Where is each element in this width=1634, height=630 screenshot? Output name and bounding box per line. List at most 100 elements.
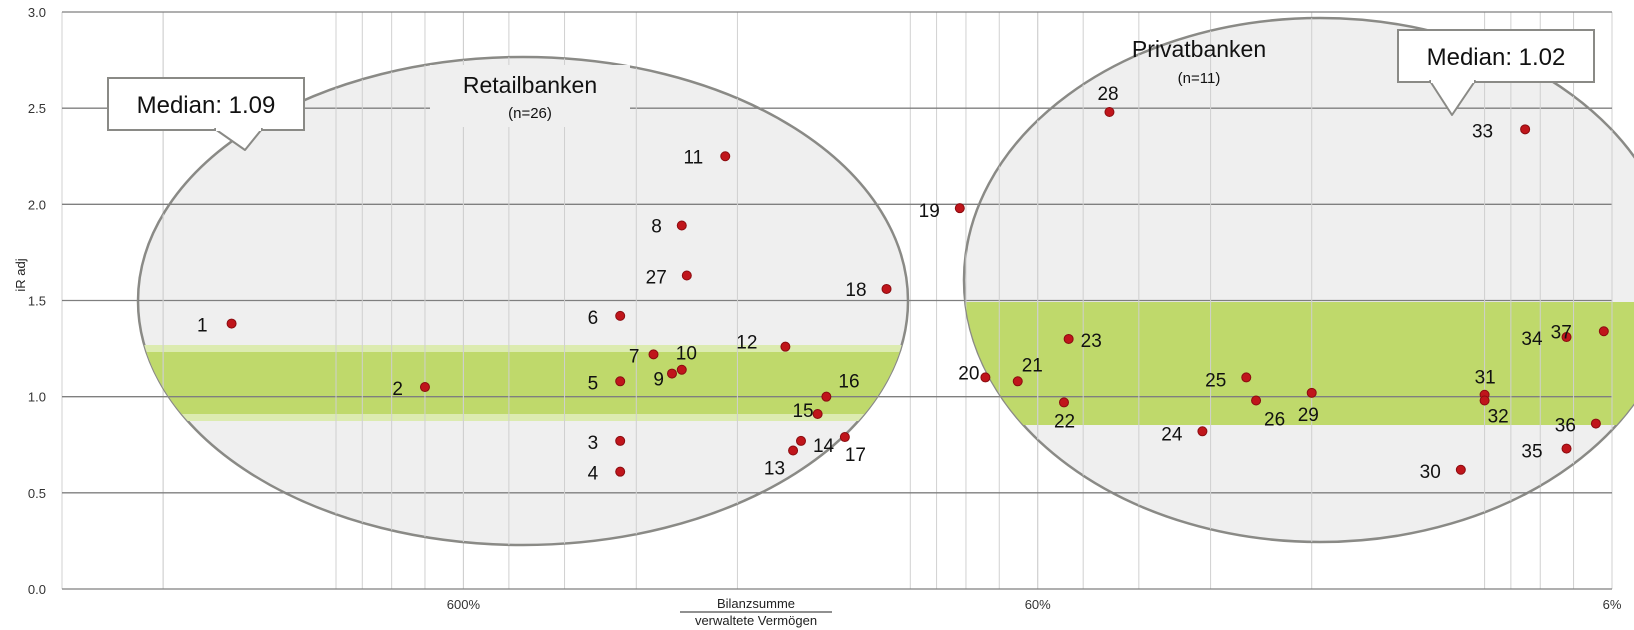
data-point xyxy=(615,435,626,446)
data-point xyxy=(1063,333,1074,344)
data-point-label: 5 xyxy=(588,373,599,394)
data-point-label: 19 xyxy=(919,201,940,222)
data-point xyxy=(1520,124,1531,135)
privatbanken-ellipse xyxy=(962,16,1634,544)
data-point xyxy=(1012,376,1023,387)
y-axis-label: iR adj xyxy=(13,258,28,291)
data-point xyxy=(615,466,626,477)
data-point xyxy=(821,391,832,402)
data-point-label: 8 xyxy=(651,216,662,237)
data-point-label: 14 xyxy=(813,436,835,457)
data-point-label: 26 xyxy=(1264,410,1285,431)
data-point-label: 36 xyxy=(1555,416,1576,437)
x-tick-label: 600% xyxy=(447,597,481,612)
data-point xyxy=(795,435,806,446)
data-point xyxy=(681,270,692,281)
data-point xyxy=(1197,426,1208,437)
data-point xyxy=(226,318,237,329)
privatbanken-band xyxy=(964,302,1634,425)
data-point-label: 35 xyxy=(1521,442,1542,463)
retailbanken-median-text: Median: 1.09 xyxy=(137,92,276,119)
data-point-label: 17 xyxy=(845,445,866,466)
data-point-label: 13 xyxy=(764,459,785,480)
data-point xyxy=(980,372,991,383)
data-point xyxy=(1598,326,1609,337)
data-point xyxy=(615,310,626,321)
data-point-label: 21 xyxy=(1022,355,1043,376)
data-point xyxy=(720,151,731,162)
data-point xyxy=(1590,418,1601,429)
data-point-label: 12 xyxy=(736,333,757,354)
data-point xyxy=(881,283,892,294)
privatbanken-title: Privatbanken xyxy=(1132,36,1266,62)
data-point-label: 28 xyxy=(1097,84,1118,105)
data-point-label: 7 xyxy=(629,346,640,367)
data-point-label: 33 xyxy=(1472,121,1493,142)
data-point-label: 2 xyxy=(392,379,403,400)
data-point xyxy=(666,368,677,379)
data-point xyxy=(1306,387,1317,398)
data-point-label: 6 xyxy=(588,308,599,329)
data-point-label: 30 xyxy=(1420,462,1441,483)
data-point xyxy=(954,203,965,214)
y-tick-label: 0.0 xyxy=(28,582,46,597)
data-point xyxy=(615,376,626,387)
data-point xyxy=(1104,107,1115,118)
data-point xyxy=(1479,395,1490,406)
data-point-label: 25 xyxy=(1205,370,1226,391)
y-tick-label: 1.0 xyxy=(28,390,46,405)
data-point-label: 27 xyxy=(646,267,667,288)
retailbanken-band xyxy=(138,352,908,414)
data-point-label: 20 xyxy=(958,363,979,384)
x-tick-label: 60% xyxy=(1025,597,1051,612)
x-tick-label: 6% xyxy=(1603,597,1622,612)
data-point-label: 37 xyxy=(1551,322,1572,343)
data-point-label: 9 xyxy=(653,370,664,391)
data-point-label: 11 xyxy=(684,147,704,168)
retailbanken-n-label: (n=26) xyxy=(508,105,552,122)
retailbanken-median-callout: Median: 1.09 xyxy=(107,77,305,151)
data-point-label: 18 xyxy=(845,280,866,301)
y-tick-label: 2.5 xyxy=(28,101,46,116)
x-axis-label-denominator: verwaltete Vermögen xyxy=(695,613,817,628)
y-tick-label: 0.5 xyxy=(28,486,46,501)
data-point xyxy=(676,364,687,375)
privatbanken-median-text: Median: 1.02 xyxy=(1427,44,1566,71)
data-point-label: 1 xyxy=(197,316,208,337)
data-point-label: 16 xyxy=(838,372,859,393)
data-point xyxy=(419,382,430,393)
data-point xyxy=(1561,332,1572,343)
privatbanken-median-callout: Median: 1.02 xyxy=(1397,29,1595,116)
x-axis-label-numerator: Bilanzsumme xyxy=(717,596,795,611)
data-point xyxy=(1241,372,1252,383)
data-point-label: 34 xyxy=(1521,329,1543,350)
data-point xyxy=(1058,397,1069,408)
privatbanken-group: Privatbanken (n=11) xyxy=(962,16,1634,544)
y-tick-label: 3.0 xyxy=(28,5,46,20)
y-tick-label: 1.5 xyxy=(28,294,46,309)
data-point xyxy=(839,432,850,443)
retailbanken-title-bg xyxy=(430,65,630,127)
data-point xyxy=(812,408,823,419)
data-point-label: 3 xyxy=(588,433,599,454)
axis-labels: 0.0 0.5 1.0 1.5 2.0 2.5 3.0 600% 60% 6% xyxy=(28,5,1622,612)
retailbanken-group: Retailbanken (n=26) xyxy=(136,55,910,547)
data-point xyxy=(780,341,791,352)
data-point-label: 31 xyxy=(1475,368,1496,389)
data-point-label: 32 xyxy=(1488,407,1509,428)
data-point-label: 22 xyxy=(1054,411,1075,432)
retailbanken-title: Retailbanken xyxy=(463,72,597,98)
data-point-label: 10 xyxy=(676,344,697,365)
privatbanken-n-label: (n=11) xyxy=(1178,70,1221,87)
data-point xyxy=(676,220,687,231)
data-point-label: 24 xyxy=(1161,424,1183,445)
data-point-label: 4 xyxy=(588,464,599,485)
data-point-label: 29 xyxy=(1298,405,1319,426)
data-point xyxy=(1251,395,1262,406)
data-point xyxy=(1561,443,1572,454)
data-point xyxy=(788,445,799,456)
data-point-label: 23 xyxy=(1081,331,1102,352)
data-point-label: 15 xyxy=(792,401,813,422)
